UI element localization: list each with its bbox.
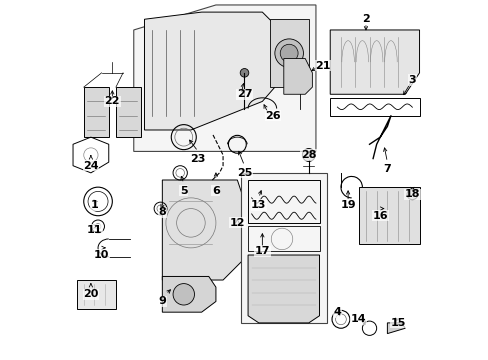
- Text: 16: 16: [372, 211, 387, 221]
- Text: 8: 8: [158, 207, 166, 217]
- Polygon shape: [83, 87, 108, 137]
- Text: 24: 24: [83, 161, 99, 171]
- Polygon shape: [134, 5, 315, 152]
- Text: 18: 18: [404, 189, 419, 199]
- Circle shape: [173, 284, 194, 305]
- Text: 19: 19: [340, 200, 355, 210]
- Text: 1: 1: [90, 200, 98, 210]
- Text: 2: 2: [361, 14, 369, 24]
- Text: 20: 20: [83, 289, 99, 299]
- Text: 23: 23: [190, 154, 205, 163]
- Text: 28: 28: [301, 150, 316, 160]
- Text: 7: 7: [383, 164, 390, 174]
- Text: 4: 4: [333, 307, 341, 317]
- Polygon shape: [162, 276, 216, 312]
- Text: 25: 25: [236, 168, 252, 178]
- Text: 21: 21: [315, 61, 330, 71]
- Text: 27: 27: [236, 89, 252, 99]
- Text: 12: 12: [229, 218, 244, 228]
- Polygon shape: [116, 87, 141, 137]
- Text: 22: 22: [104, 96, 120, 107]
- Polygon shape: [329, 30, 419, 94]
- Polygon shape: [269, 19, 308, 87]
- Polygon shape: [283, 59, 312, 94]
- Text: 14: 14: [350, 314, 366, 324]
- Polygon shape: [386, 323, 405, 334]
- Polygon shape: [77, 280, 116, 309]
- Text: 6: 6: [212, 186, 220, 196]
- Polygon shape: [247, 255, 319, 323]
- Polygon shape: [241, 173, 326, 323]
- Polygon shape: [358, 187, 419, 244]
- Circle shape: [302, 149, 315, 161]
- Circle shape: [274, 39, 303, 67]
- Text: 13: 13: [250, 200, 266, 210]
- Polygon shape: [162, 180, 244, 280]
- Text: 9: 9: [158, 296, 166, 306]
- Text: 15: 15: [389, 318, 405, 328]
- Circle shape: [406, 189, 417, 200]
- Text: 26: 26: [264, 111, 280, 121]
- Text: 17: 17: [254, 247, 269, 256]
- Text: 11: 11: [86, 225, 102, 235]
- Text: 3: 3: [408, 75, 415, 85]
- Circle shape: [240, 68, 248, 77]
- Polygon shape: [144, 12, 287, 130]
- Text: 5: 5: [180, 186, 187, 196]
- Circle shape: [280, 44, 298, 62]
- Text: 10: 10: [94, 250, 109, 260]
